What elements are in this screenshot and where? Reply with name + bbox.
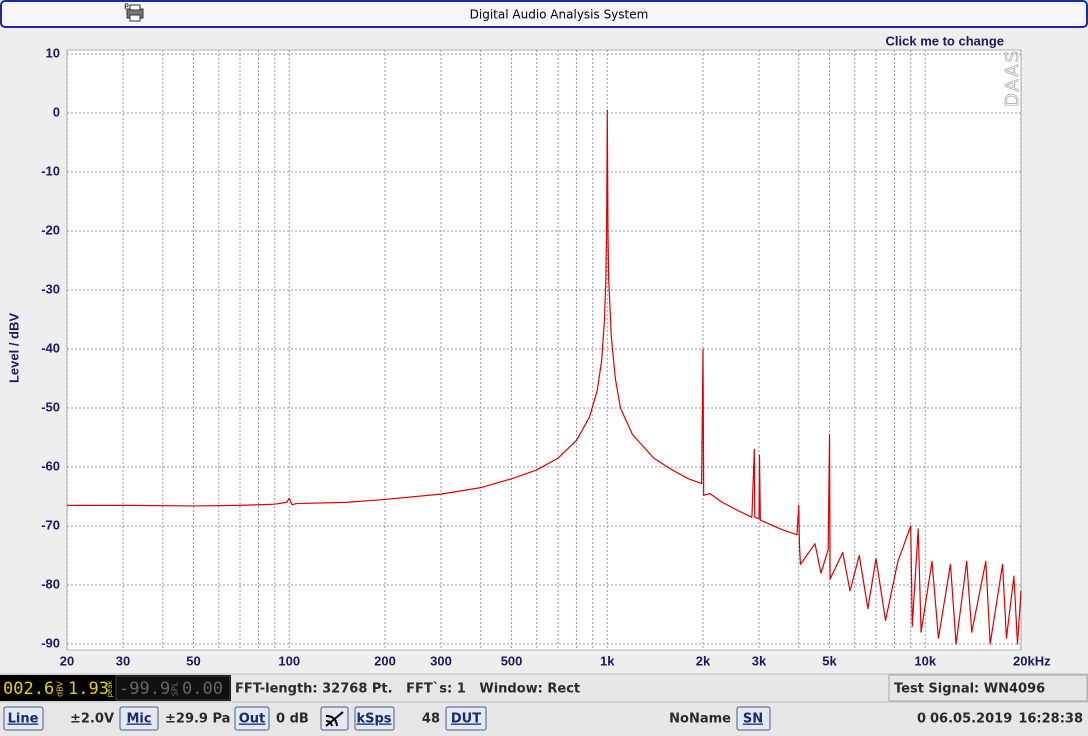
input-range: ±2.0V <box>70 712 114 727</box>
x-tick-label: 20kHz <box>1013 653 1051 668</box>
lcd-level: 002.6 <box>3 679 54 699</box>
y-tick-label: -20 <box>41 222 60 237</box>
y-tick-label: -30 <box>41 281 60 296</box>
test-signal-box <box>888 674 1088 702</box>
x-tick-label: 3k <box>752 653 767 668</box>
x-tick-label: 300 <box>430 653 452 668</box>
x-tick-label: 5k <box>822 653 837 668</box>
svg-text:P: P <box>124 3 129 12</box>
dut-name: NoName <box>669 712 731 727</box>
toolbar <box>0 703 1088 736</box>
x-tick-label: 2k <box>696 653 711 668</box>
lcd-peak-label: peak <box>106 680 114 698</box>
button-label: kSps <box>356 712 391 727</box>
fft-info: FFT-length: 32768 Pt. FFT`s: 1 Window: R… <box>235 682 580 697</box>
button-label: Line <box>8 712 39 727</box>
serial-number: 0 <box>917 712 926 727</box>
lcd-level-unit: dBV <box>56 681 65 697</box>
x-tick-label: 50 <box>186 653 200 668</box>
lcd-peak: 1.93 <box>68 679 109 699</box>
window-title: Digital Audio Analysis System <box>470 8 649 22</box>
y-tick-label: 10 <box>46 45 60 60</box>
lcd-spl: -99.9 <box>119 679 170 699</box>
title-bar <box>0 0 1088 28</box>
y-tick-label: -60 <box>41 458 60 473</box>
time: 16:28:38 <box>1018 712 1083 727</box>
watermark: DAAS <box>1002 49 1023 107</box>
button-label: Mic <box>126 712 151 727</box>
date: 06.05.2019 <box>930 712 1012 727</box>
output-level: 0 dB <box>276 712 309 727</box>
button-label: SN <box>743 712 763 727</box>
y-tick-label: -70 <box>41 517 60 532</box>
y-tick-label: -90 <box>41 635 60 650</box>
x-tick-label: 100 <box>278 653 300 668</box>
y-tick-label: 0 <box>53 104 60 119</box>
test-signal: Test Signal: WN4096 <box>894 682 1045 697</box>
x-tick-label: 20 <box>60 653 74 668</box>
y-tick-label: -50 <box>41 399 60 414</box>
dut-button[interactable]: DUT <box>445 706 487 731</box>
x-tick-label: 500 <box>501 653 523 668</box>
mic-range: ±29.9 Pa <box>165 712 230 727</box>
button-label: DUT <box>451 712 481 727</box>
print-icon[interactable]: P <box>124 3 144 22</box>
mic-button[interactable]: Mic <box>119 706 159 731</box>
y-axis-label: Level / dBV <box>6 313 21 383</box>
sn-button[interactable]: SN <box>736 706 771 731</box>
button-label: Out <box>239 712 266 727</box>
lcd-spl-peak: 0.00 <box>182 679 223 699</box>
plot-area <box>66 49 1022 651</box>
change-link[interactable]: Click me to change <box>886 33 1004 48</box>
lcd-spl-panel <box>115 675 231 701</box>
y-tick-label: -80 <box>41 576 60 591</box>
y-tick-label: -40 <box>41 340 60 355</box>
y-tick-label: -10 <box>41 163 60 178</box>
x-tick-label: 10k <box>914 653 936 668</box>
ksps-button[interactable]: kSps <box>354 706 395 731</box>
generator-button[interactable] <box>320 706 349 731</box>
spectrum-line <box>67 109 1022 645</box>
sample-rate: 48 <box>422 712 440 727</box>
lcd-spl-unit: SPL <box>171 681 180 696</box>
out-button[interactable]: Out <box>234 706 270 731</box>
x-tick-label: 200 <box>374 653 396 668</box>
line-button[interactable]: Line <box>3 706 44 731</box>
x-tick-label: 1k <box>600 653 615 668</box>
x-tick-label: 30 <box>116 653 130 668</box>
